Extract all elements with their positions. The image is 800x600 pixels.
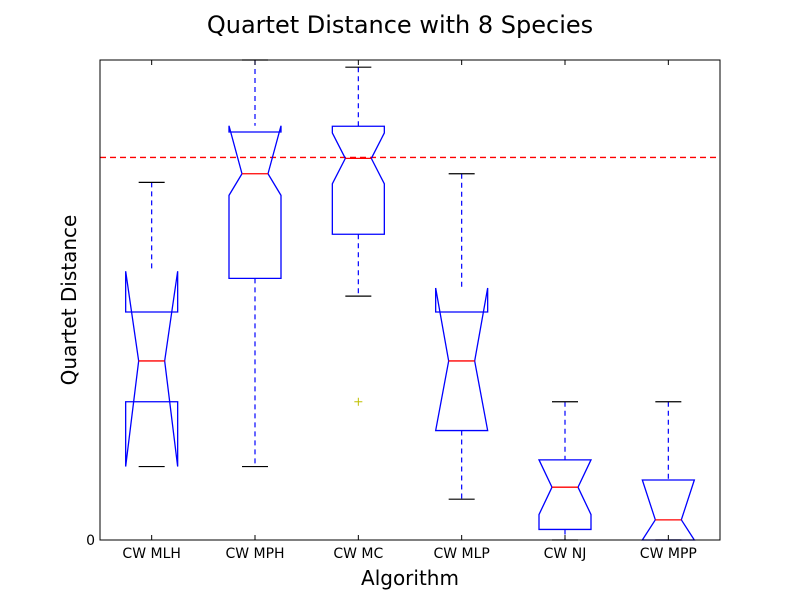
y-tick-label-0: 0 <box>86 533 95 549</box>
box-cw-mc <box>331 125 385 235</box>
plot-frame <box>99 59 721 541</box>
box-cw-mpp <box>641 479 696 541</box>
chart-title: Quartet Distance with 8 Species <box>207 11 593 39</box>
x-tick-label-cw-mlh: CW MLH <box>122 546 180 562</box>
outlier-cw-mc-0 <box>354 397 363 406</box>
x-tick-label-cw-nj: CW NJ <box>544 546 587 562</box>
x-tick-label-cw-mph: CW MPH <box>225 546 284 562</box>
x-axis-label: Algorithm <box>361 566 459 590</box>
x-tick-label-cw-mc: CW MC <box>333 546 383 562</box>
box-cw-mlh <box>125 271 179 467</box>
box-cw-nj <box>537 459 593 531</box>
plot-area: CW MLH CW MPH CW MC CW MLP CW NJ CW MPP 0 <box>86 59 720 562</box>
box-cw-mph <box>228 125 282 280</box>
box-cw-mlp <box>434 287 489 432</box>
x-tick-label-cw-mlp: CW MLP <box>433 546 489 562</box>
x-tick-label-cw-mpp: CW MPP <box>640 546 697 562</box>
y-axis-label: Quartet Distance <box>57 215 81 386</box>
